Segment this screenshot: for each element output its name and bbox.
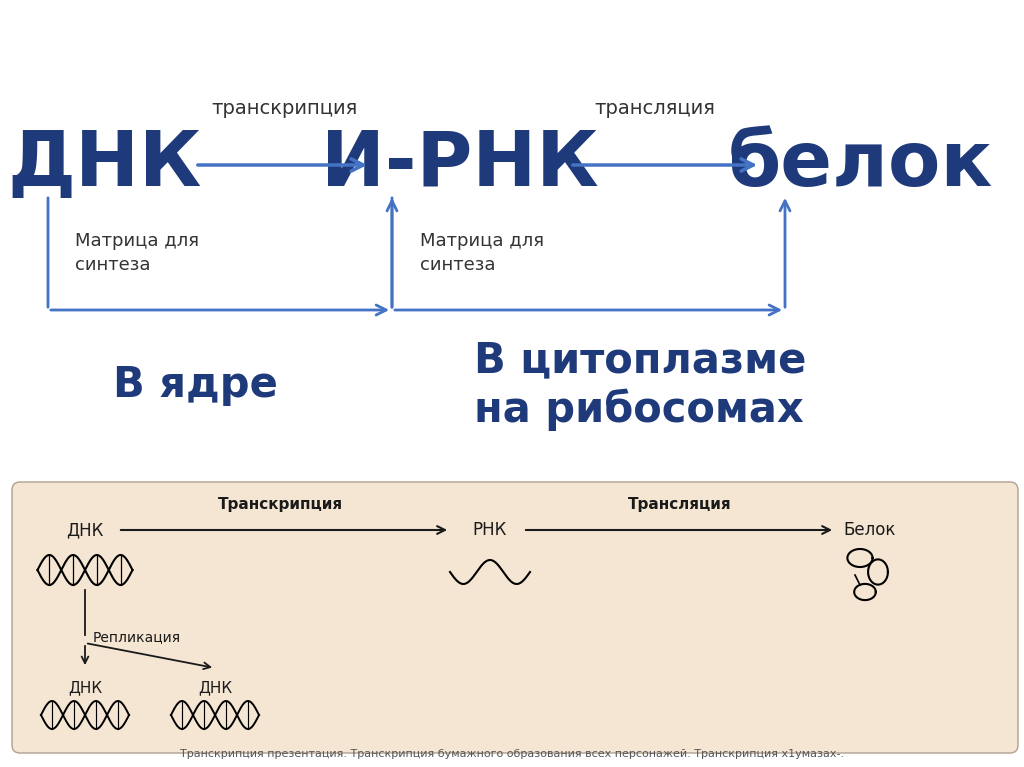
Text: В цитоплазме
на рибосомах: В цитоплазме на рибосомах bbox=[474, 340, 806, 430]
Text: трансляция: трансляция bbox=[595, 98, 716, 117]
Text: ДНК: ДНК bbox=[67, 521, 103, 539]
FancyBboxPatch shape bbox=[12, 482, 1018, 753]
Text: Репликация: Репликация bbox=[93, 630, 181, 644]
Text: ДНК: ДНК bbox=[68, 680, 102, 695]
Text: В ядре: В ядре bbox=[113, 364, 278, 406]
Text: Транскрипция: Транскрипция bbox=[217, 497, 343, 512]
Text: Трансляция: Трансляция bbox=[628, 497, 732, 512]
Text: ДНК: ДНК bbox=[8, 128, 202, 202]
Text: И-РНК: И-РНК bbox=[322, 128, 599, 202]
Text: Транскрипция презентация. Транскрипция бумажного образования всех персонажей. Тр: Транскрипция презентация. Транскрипция б… bbox=[180, 749, 844, 759]
Text: белок: белок bbox=[727, 128, 992, 202]
Text: РНК: РНК bbox=[473, 521, 507, 539]
Text: Белок: Белок bbox=[844, 521, 896, 539]
Text: ДНК: ДНК bbox=[198, 680, 232, 695]
Text: Матрица для
синтеза: Матрица для синтеза bbox=[75, 232, 199, 274]
Text: Матрица для
синтеза: Матрица для синтеза bbox=[420, 232, 544, 274]
Text: транскрипция: транскрипция bbox=[212, 98, 358, 117]
